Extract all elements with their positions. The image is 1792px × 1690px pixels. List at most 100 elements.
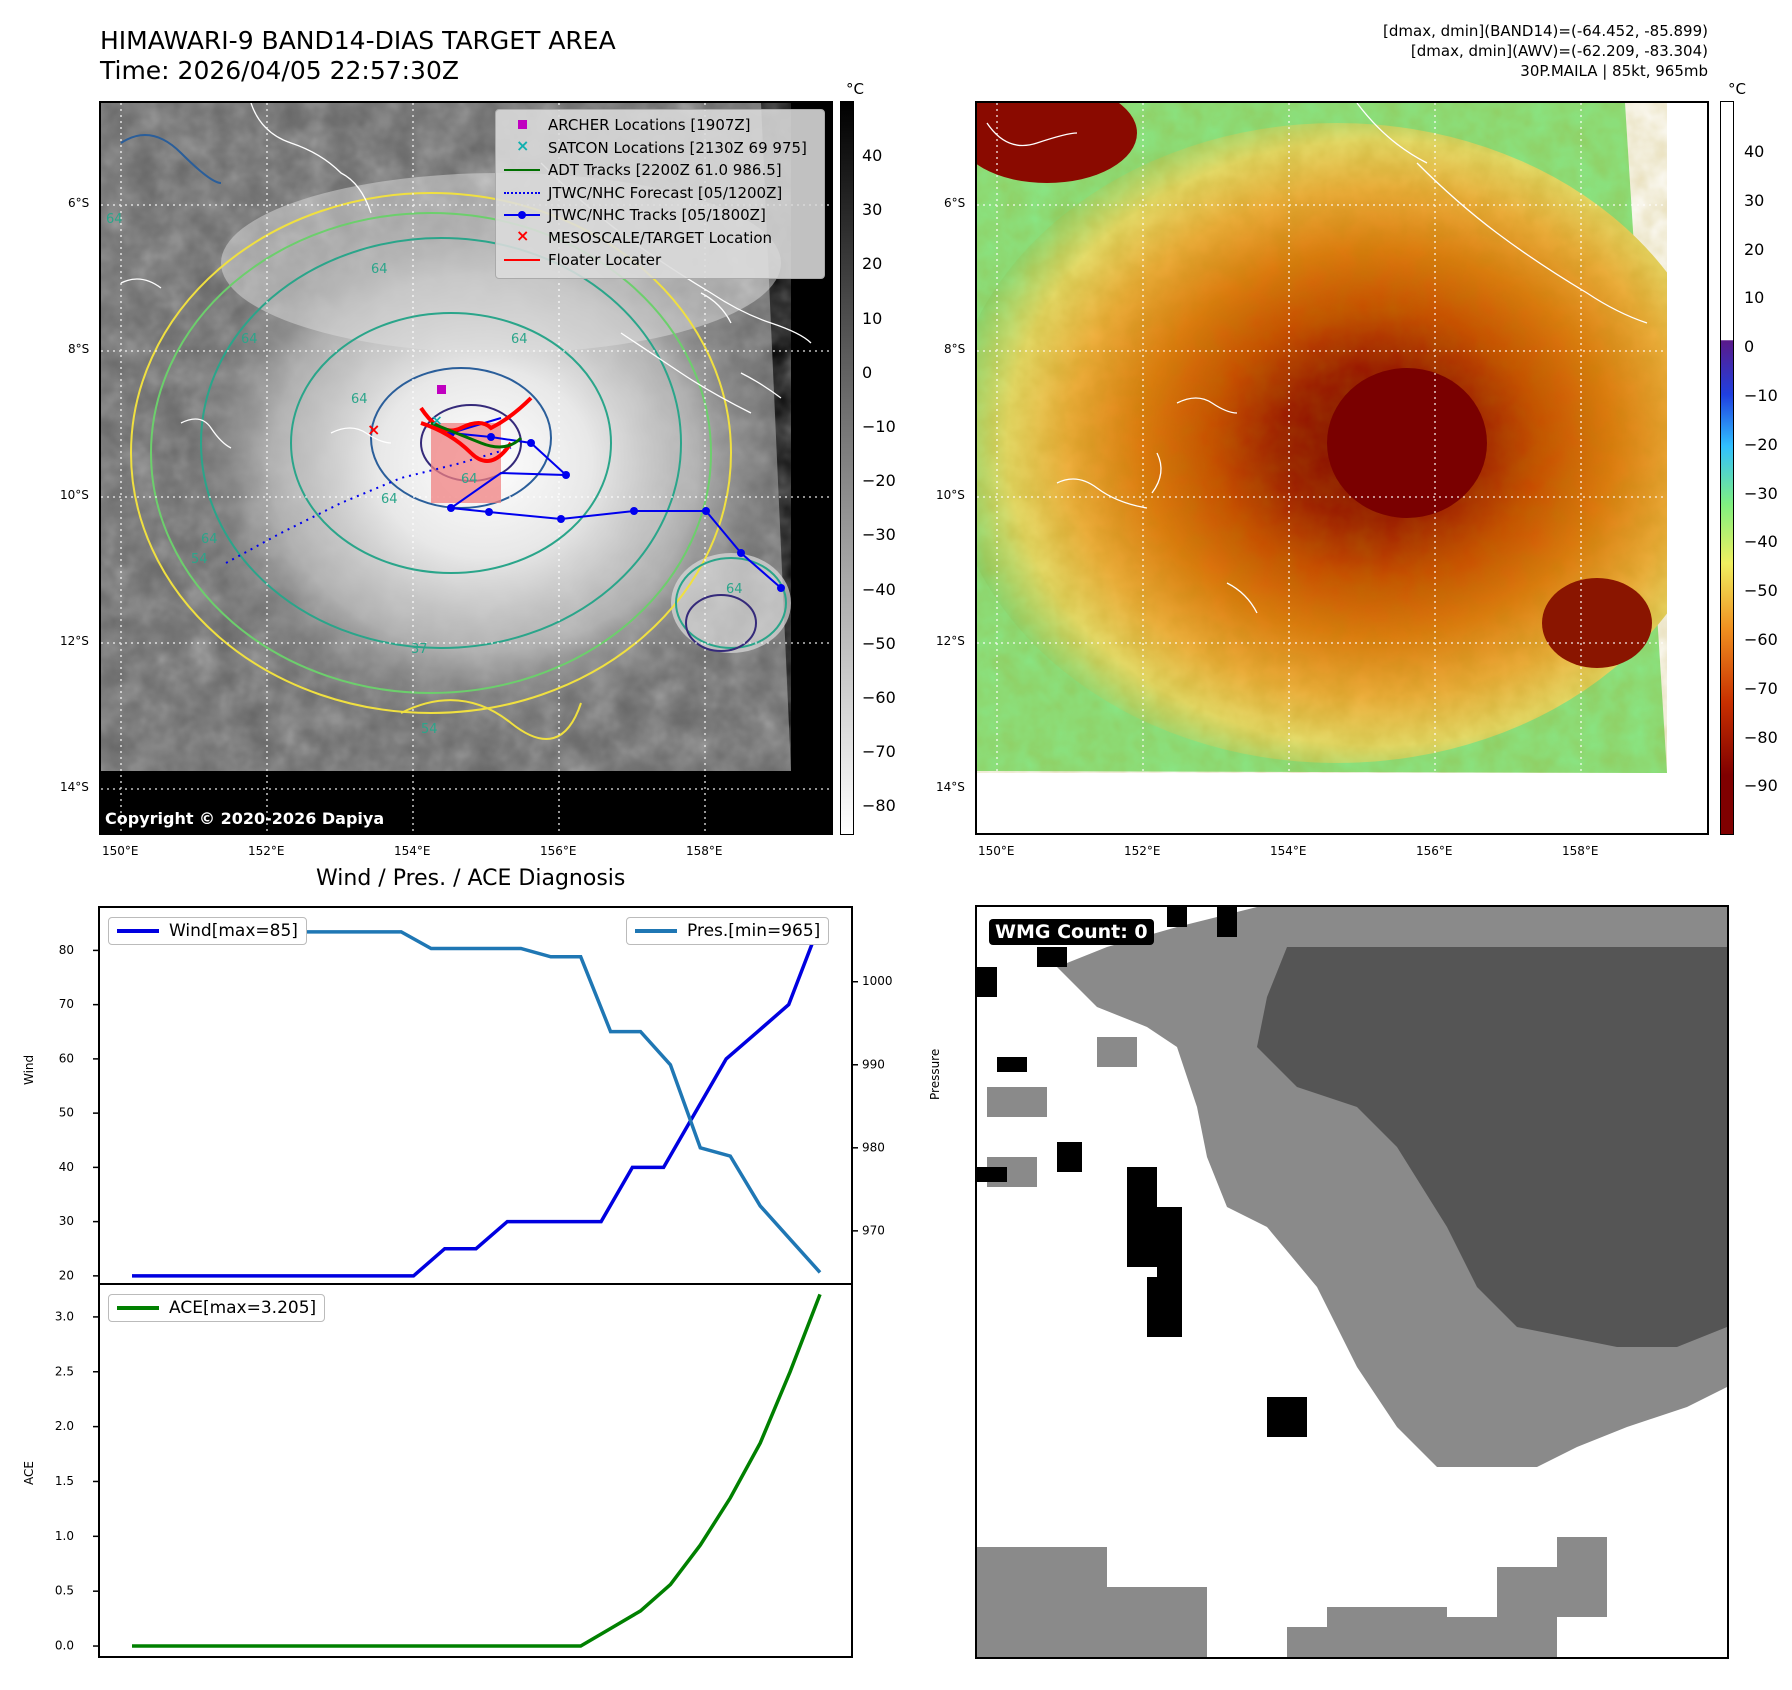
square-marker-icon <box>504 115 540 135</box>
contour-label: 64 <box>106 212 123 227</box>
lat-label: 14°S <box>936 780 965 794</box>
lat-label: 14°S <box>60 780 89 794</box>
awv-map-panel <box>975 101 1709 835</box>
legend-item-forecast: JTWC/NHC Forecast [05/1200Z] <box>504 182 816 205</box>
colorbar-tick-label: −10 <box>1744 386 1778 405</box>
wmg-count-badge: WMG Count: 0 <box>989 919 1154 945</box>
wind-series-line <box>132 922 822 1278</box>
colorbar-unit: °C <box>846 80 864 98</box>
lon-label: 152°E <box>1124 844 1161 858</box>
contour-label: 64 <box>381 492 398 507</box>
lon-label: 152°E <box>248 844 285 858</box>
wind-tick-label: 80 <box>59 943 74 957</box>
lon-label: 150°E <box>102 844 139 858</box>
pressure-tick-label: 970 <box>862 1223 885 1237</box>
colorbar-tick-label: −10 <box>862 417 896 436</box>
colorbar-tick-label: −20 <box>862 471 896 491</box>
legend-item-mesoscale: × MESOSCALE/TARGET Location <box>504 225 816 250</box>
wind-tick-label: 70 <box>59 997 74 1011</box>
ace-tick-label: 2.0 <box>55 1419 74 1433</box>
contour-label: 64 <box>511 332 528 347</box>
colorbar-tick-label: −60 <box>862 688 896 707</box>
legend-item-archer: ARCHER Locations [1907Z] <box>504 114 816 137</box>
contour-label: 64 <box>371 262 388 277</box>
colorbar-tick-label: 30 <box>1744 190 1765 210</box>
wmg-image <box>977 907 1727 1657</box>
colorbar-tick-label: −20 <box>1744 434 1778 454</box>
ace-tick-label: 1.5 <box>55 1474 74 1488</box>
awv-satellite-image <box>977 103 1707 833</box>
pressure-tick-label: 1000 <box>862 974 893 988</box>
lat-label: 6°S <box>944 196 966 210</box>
lon-label: 156°E <box>1416 844 1453 858</box>
diagnosis-title: Wind / Pres. / ACE Diagnosis <box>316 866 626 891</box>
colorbar-tick-label: −90 <box>1744 776 1778 796</box>
contour-label: 54 <box>421 722 438 737</box>
svg-text:×: × <box>431 413 443 429</box>
lat-label: 12°S <box>936 634 965 648</box>
colorbar-tick-label: 10 <box>862 308 883 328</box>
contour-label: 64 <box>351 392 368 407</box>
line-icon <box>504 160 540 180</box>
legend-item-floater: Floater Locater <box>504 249 816 272</box>
colorbar-tick-label: 0 <box>1744 337 1755 357</box>
grayscale-colorbar <box>840 101 854 835</box>
line-icon <box>117 929 159 933</box>
colorbar-tick-label: 20 <box>862 254 883 274</box>
ace-tick-label: 2.5 <box>55 1364 74 1378</box>
colorbar-unit: °C <box>1728 80 1746 98</box>
ace-tick-label: 0.0 <box>55 1639 74 1653</box>
pressure-legend: Pres.[min=965] <box>626 917 830 945</box>
ace-tick-label: 3.0 <box>55 1309 74 1323</box>
wind-legend: Wind[max=85] <box>108 917 307 945</box>
line-icon <box>117 1306 159 1310</box>
lon-label: 156°E <box>540 844 577 858</box>
colorbar-tick-label: −70 <box>1744 678 1778 698</box>
dotted-line-icon <box>504 183 540 203</box>
colorbar-tick-label: 40 <box>1744 142 1765 161</box>
lat-label: 6°S <box>68 196 90 210</box>
legend-item-adt: ADT Tracks [2200Z 61.0 986.5] <box>504 159 816 182</box>
wind-tick-label: 50 <box>59 1106 74 1120</box>
wind-tick-label: 40 <box>59 1160 74 1174</box>
lat-label: 8°S <box>944 342 966 356</box>
contour-label: 37 <box>411 642 428 657</box>
colorbar-tick-label: 40 <box>862 146 883 165</box>
colorbar-tick-label: −80 <box>862 796 896 816</box>
svg-text:×: × <box>367 420 380 439</box>
contour-label: 64 <box>241 332 258 347</box>
ir-map-panel: × × 64 64 64 64 64 64 64 64 37 54 54 64 … <box>99 101 833 835</box>
lon-label: 158°E <box>686 844 723 858</box>
line-icon <box>504 250 540 270</box>
lat-label: 8°S <box>68 342 90 356</box>
lon-label: 158°E <box>1562 844 1599 858</box>
line-icon <box>635 929 677 933</box>
colorbar-tick-label: −50 <box>1744 581 1778 601</box>
pressure-series-line <box>132 921 822 1274</box>
map-legend: ARCHER Locations [1907Z] × SATCON Locati… <box>495 109 825 279</box>
contour-label: 64 <box>726 582 743 597</box>
contour-label: 64 <box>201 532 218 547</box>
lon-label: 154°E <box>394 844 431 858</box>
info-awv: [dmax, dmin](AWV)=(-62.209, -83.304) <box>1410 42 1708 60</box>
info-band14: [dmax, dmin](BAND14)=(-64.452, -85.899) <box>1383 22 1708 40</box>
lon-label: 150°E <box>978 844 1015 858</box>
legend-item-satcon: × SATCON Locations [2130Z 69 975] <box>504 135 816 160</box>
wmg-panel: WMG Count: 0 <box>975 905 1729 1659</box>
info-storm: 30P.MAILA | 85kt, 965mb <box>1520 62 1708 80</box>
colorbar-tick-label: −40 <box>1744 532 1778 552</box>
x-marker-icon: × <box>516 135 530 155</box>
ace-legend: ACE[max=3.205] <box>108 1294 326 1322</box>
colorbar-tick-label: −30 <box>1744 483 1778 503</box>
ir-satellite-image: × × 64 64 64 64 64 64 64 64 37 54 54 64 <box>101 103 831 833</box>
wind-tick-label: 30 <box>59 1214 74 1228</box>
wind-tick-label: 20 <box>59 1268 74 1282</box>
x-marker-icon: × <box>516 225 530 245</box>
map-time: Time: 2026/04/05 22:57:30Z <box>100 56 459 85</box>
colorbar-tick-label: 10 <box>1744 288 1765 308</box>
colorbar-tick-label: 30 <box>862 200 883 220</box>
contour-label: 64 <box>461 472 478 487</box>
lon-label: 154°E <box>1270 844 1307 858</box>
legend-item-tracks: JTWC/NHC Tracks [05/1800Z] <box>504 204 816 227</box>
colorbar-tick-label: −60 <box>1744 630 1778 649</box>
